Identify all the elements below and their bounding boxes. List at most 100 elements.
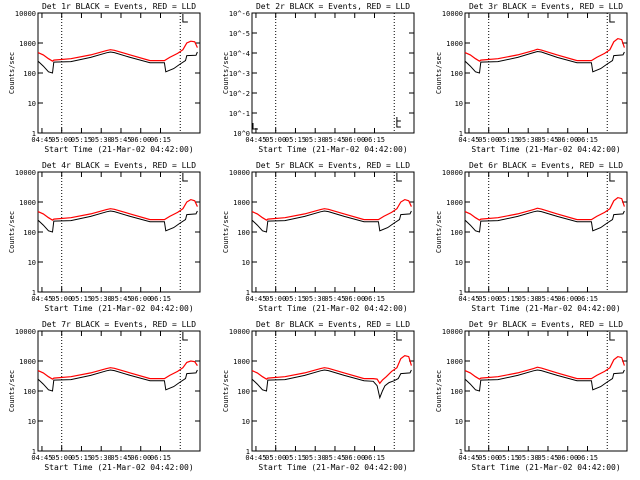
y-tick-label: 1 <box>246 448 250 456</box>
series-line-lld <box>37 360 198 380</box>
y-tick-label: 1000 <box>446 199 463 207</box>
x-tick-label: 05:00 <box>265 295 286 303</box>
y-tick-label: 100 <box>450 388 463 396</box>
y-axis-label: Counts/sec <box>8 211 16 253</box>
y-tick-label: 1 <box>459 289 463 297</box>
x-tick-label: 06:15 <box>150 454 171 462</box>
y-tick-label: 1000 <box>19 358 36 366</box>
y-tick-label: 100 <box>237 388 250 396</box>
y-tick-label: 1 <box>32 289 36 297</box>
y-tick-label: 10^0 <box>233 130 250 138</box>
y-tick-label: 1 <box>246 289 250 297</box>
x-tick-label: 06:15 <box>577 454 598 462</box>
y-tick-label: 100 <box>23 229 36 237</box>
panel-det-7: Det 7r BLACK = Events, RED = LLD 1 10 100 10… <box>8 320 201 472</box>
y-tick-label: 10^-6 <box>229 10 250 18</box>
x-tick-label: 05:00 <box>265 136 286 144</box>
y-tick-label: 100 <box>23 388 36 396</box>
y-tick-label: 100 <box>450 70 463 78</box>
y-tick-label: 1000 <box>233 358 250 366</box>
y-axis-label: Counts/sec <box>435 211 443 253</box>
y-tick-label: 10^-2 <box>229 90 250 98</box>
x-tick-label: 06:00 <box>344 136 365 144</box>
y-axis-label: Counts/sec <box>222 370 230 412</box>
series-line-lld <box>464 196 625 221</box>
y-tick-label: 1000 <box>19 199 36 207</box>
x-tick-label: 05:30 <box>518 136 539 144</box>
series-line-lld <box>37 40 198 62</box>
x-tick-label: 05:45 <box>537 454 558 462</box>
x-tick-label: 05:45 <box>110 136 131 144</box>
y-tick-label: 1 <box>459 130 463 138</box>
y-tick-label: 100 <box>450 229 463 237</box>
plot-frame <box>464 12 628 134</box>
series-line-lld <box>251 355 412 385</box>
x-tick-label: 06:15 <box>364 454 385 462</box>
x-tick-label: 06:00 <box>557 136 578 144</box>
series-line-lld <box>464 37 625 62</box>
x-tick-label: 06:00 <box>344 295 365 303</box>
x-tick-label: 05:15 <box>71 136 92 144</box>
y-tick-label: 10000 <box>442 169 463 177</box>
x-tick-label: 05:30 <box>305 136 326 144</box>
y-tick-label: 1000 <box>446 358 463 366</box>
y-tick-label: 10000 <box>442 10 463 18</box>
x-axis-label: Start Time (21-Mar-02 04:42:00) <box>471 304 620 313</box>
x-tick-label: 04:45 <box>245 454 266 462</box>
attenuator-bracket <box>396 332 402 341</box>
x-tick-label: 06:00 <box>344 454 365 462</box>
y-tick-label: 10000 <box>229 169 250 177</box>
y-tick-label: 10000 <box>15 169 36 177</box>
x-tick-label: 06:15 <box>364 295 385 303</box>
series-line-events <box>251 369 412 400</box>
y-tick-label: 10 <box>28 259 36 267</box>
x-tick-label: 04:45 <box>31 295 52 303</box>
x-tick-label: 05:45 <box>537 295 558 303</box>
series-line-lld <box>464 355 625 380</box>
x-tick-label: 05:15 <box>71 295 92 303</box>
y-tick-label: 10 <box>28 100 36 108</box>
y-tick-label: 10000 <box>15 10 36 18</box>
y-axis-label: Counts/sec <box>435 370 443 412</box>
panel-det-2: Det 2r BLACK = Events, RED = LLD 10^0 10^-… <box>222 2 415 154</box>
attenuator-bracket <box>609 332 615 341</box>
panel-title: Det 7r BLACK = Events, RED = LLD <box>42 320 196 329</box>
x-tick-label: 05:15 <box>285 454 306 462</box>
plot-frame <box>37 171 201 293</box>
plot-frame <box>37 330 201 452</box>
panel-title: Det 1r BLACK = Events, RED = LLD <box>42 2 196 11</box>
panel-title: Det 5r BLACK = Events, RED = LLD <box>256 161 410 170</box>
y-tick-label: 10 <box>28 418 36 426</box>
x-tick-label: 05:30 <box>91 136 112 144</box>
panel-det-9: Det 9r BLACK = Events, RED = LLD 1 10 100 10… <box>435 320 628 472</box>
y-tick-label: 1 <box>459 448 463 456</box>
series-line-events <box>37 369 198 392</box>
x-tick-label: 06:00 <box>557 295 578 303</box>
plot-frame <box>464 330 628 452</box>
y-tick-label: 1 <box>32 448 36 456</box>
x-axis-label: Start Time (21-Mar-02 04:42:00) <box>258 304 407 313</box>
x-tick-label: 05:15 <box>71 454 92 462</box>
y-tick-label: 10 <box>242 259 250 267</box>
series-line-events <box>37 210 198 233</box>
panel-det-6: Det 6r BLACK = Events, RED = LLD 1 10 100 10… <box>435 161 628 313</box>
y-tick-label: 100 <box>23 70 36 78</box>
x-tick-label: 05:30 <box>91 295 112 303</box>
x-tick-label: 05:45 <box>110 454 131 462</box>
y-tick-label: 10^-3 <box>229 70 250 78</box>
series-line-events <box>251 210 412 233</box>
y-tick-label: 1000 <box>19 40 36 48</box>
x-tick-label: 05:00 <box>51 295 72 303</box>
x-tick-label: 05:30 <box>518 295 539 303</box>
x-tick-label: 06:00 <box>130 454 151 462</box>
x-tick-label: 04:45 <box>458 136 479 144</box>
y-tick-label: 10^-4 <box>229 50 250 58</box>
panel-det-8: Det 8r BLACK = Events, RED = LLD 1 10 100 10… <box>222 320 415 472</box>
x-tick-label: 05:30 <box>305 454 326 462</box>
series-line-events <box>464 50 625 74</box>
y-tick-label: 10 <box>455 259 463 267</box>
panel-title: Det 2r BLACK = Events, RED = LLD <box>256 2 410 11</box>
y-tick-label: 10000 <box>15 328 36 336</box>
y-tick-label: 10 <box>242 418 250 426</box>
